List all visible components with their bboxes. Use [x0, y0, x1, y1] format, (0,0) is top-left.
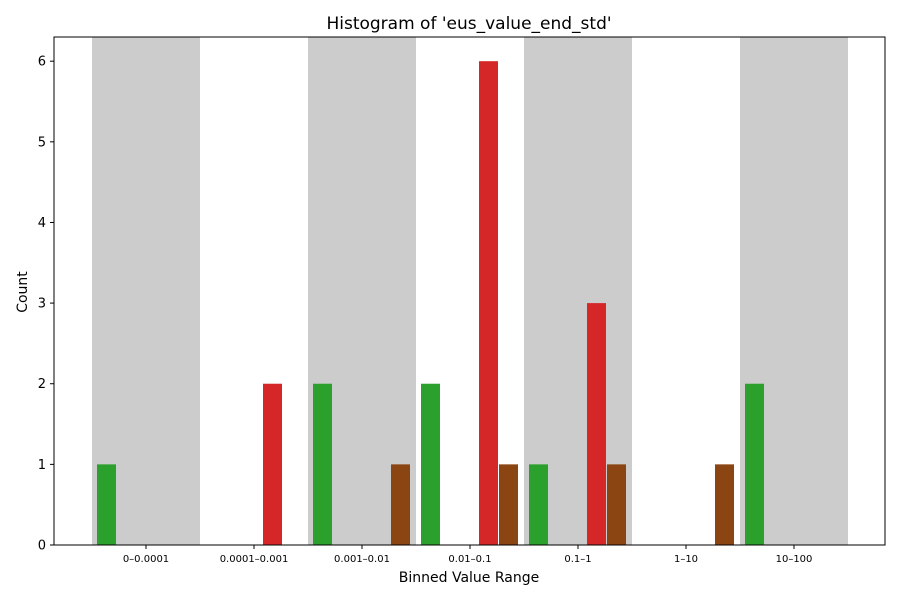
bar-s1-c1 — [263, 383, 282, 545]
y-tick-label: 4 — [38, 216, 46, 231]
y-tick-label: 2 — [38, 377, 46, 392]
bar-s2-c4 — [607, 464, 626, 545]
x-tick-label: 10–100 — [776, 554, 813, 565]
shade-band-0 — [92, 37, 200, 545]
bar-s1-c4 — [587, 303, 606, 545]
x-axis-ticks: 0–0.0001 0.0001–0.001 0.001–0.01 0.01–0.1 0.… — [123, 545, 813, 565]
chart-title: Histogram of 'eus_value_end_std' — [326, 14, 611, 34]
y-tick-label: 1 — [38, 458, 46, 473]
shaded-bands — [92, 37, 848, 545]
bar-s0-c4 — [529, 464, 548, 545]
y-tick-label: 0 — [38, 539, 46, 554]
bar-s0-c0 — [97, 464, 116, 545]
x-tick-label: 0.01–0.1 — [448, 554, 491, 565]
y-axis-label: Count — [15, 271, 31, 313]
bar-s2-c5 — [715, 464, 734, 545]
x-tick-label: 0.001–0.01 — [334, 554, 390, 565]
x-tick-label: 0.1–1 — [564, 554, 591, 565]
bar-s0-c3 — [421, 383, 440, 545]
bar-s2-c3 — [499, 464, 518, 545]
bar-s1-c3 — [479, 61, 498, 545]
x-axis-label: Binned Value Range — [399, 570, 539, 586]
x-tick-label: 1–10 — [674, 554, 698, 565]
x-tick-label: 0–0.0001 — [123, 554, 169, 565]
y-axis-ticks: 0 1 2 3 4 5 6 — [38, 55, 54, 554]
bar-s2-c2 — [391, 464, 410, 545]
bar-s0-c2 — [313, 383, 332, 545]
bars — [97, 61, 764, 545]
y-tick-label: 5 — [38, 135, 46, 150]
shade-band-4 — [524, 37, 632, 545]
y-tick-label: 3 — [38, 297, 46, 312]
bar-s0-c6 — [745, 383, 764, 545]
y-tick-label: 6 — [38, 55, 46, 70]
x-tick-label: 0.0001–0.001 — [220, 554, 289, 565]
